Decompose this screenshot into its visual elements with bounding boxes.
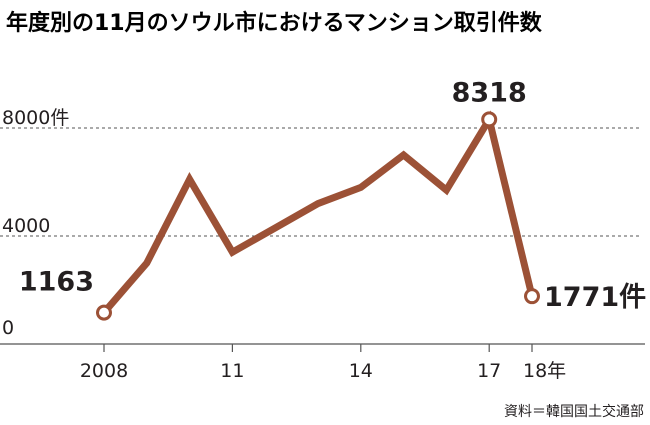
data-label: 1771件: [544, 282, 646, 313]
x-tick-label: 17: [477, 360, 501, 382]
data-label: 8318: [452, 77, 527, 108]
y-tick-label: 8000件: [2, 107, 69, 129]
point-marker: [96, 304, 112, 321]
grid-lines: [0, 127, 640, 237]
series-polyline: [100, 110, 536, 317]
y-axis-ticks: 0 4000 8000件: [2, 107, 69, 339]
point-marker: [524, 288, 540, 305]
endpoint-markers: [96, 111, 540, 321]
data-labels: 1163 8318 1771件: [19, 77, 646, 313]
x-tick-label: 11: [220, 360, 244, 382]
source-note: 資料＝韓国国土交通部: [504, 403, 644, 420]
x-axis-ticks: 2008 11 14 17 18年: [80, 344, 566, 382]
y-tick-label: 0: [2, 317, 14, 339]
x-tick-label: 2008: [80, 360, 128, 382]
point-marker: [481, 111, 498, 128]
x-tick-label: 14: [349, 360, 373, 382]
series-line: [100, 110, 536, 317]
data-label: 1163: [19, 267, 94, 298]
chart-title: 年度別の11月のソウル市におけるマンション取引件数: [6, 10, 543, 36]
y-tick-label: 4000: [2, 215, 50, 237]
x-tick-label: 18年: [523, 360, 566, 382]
